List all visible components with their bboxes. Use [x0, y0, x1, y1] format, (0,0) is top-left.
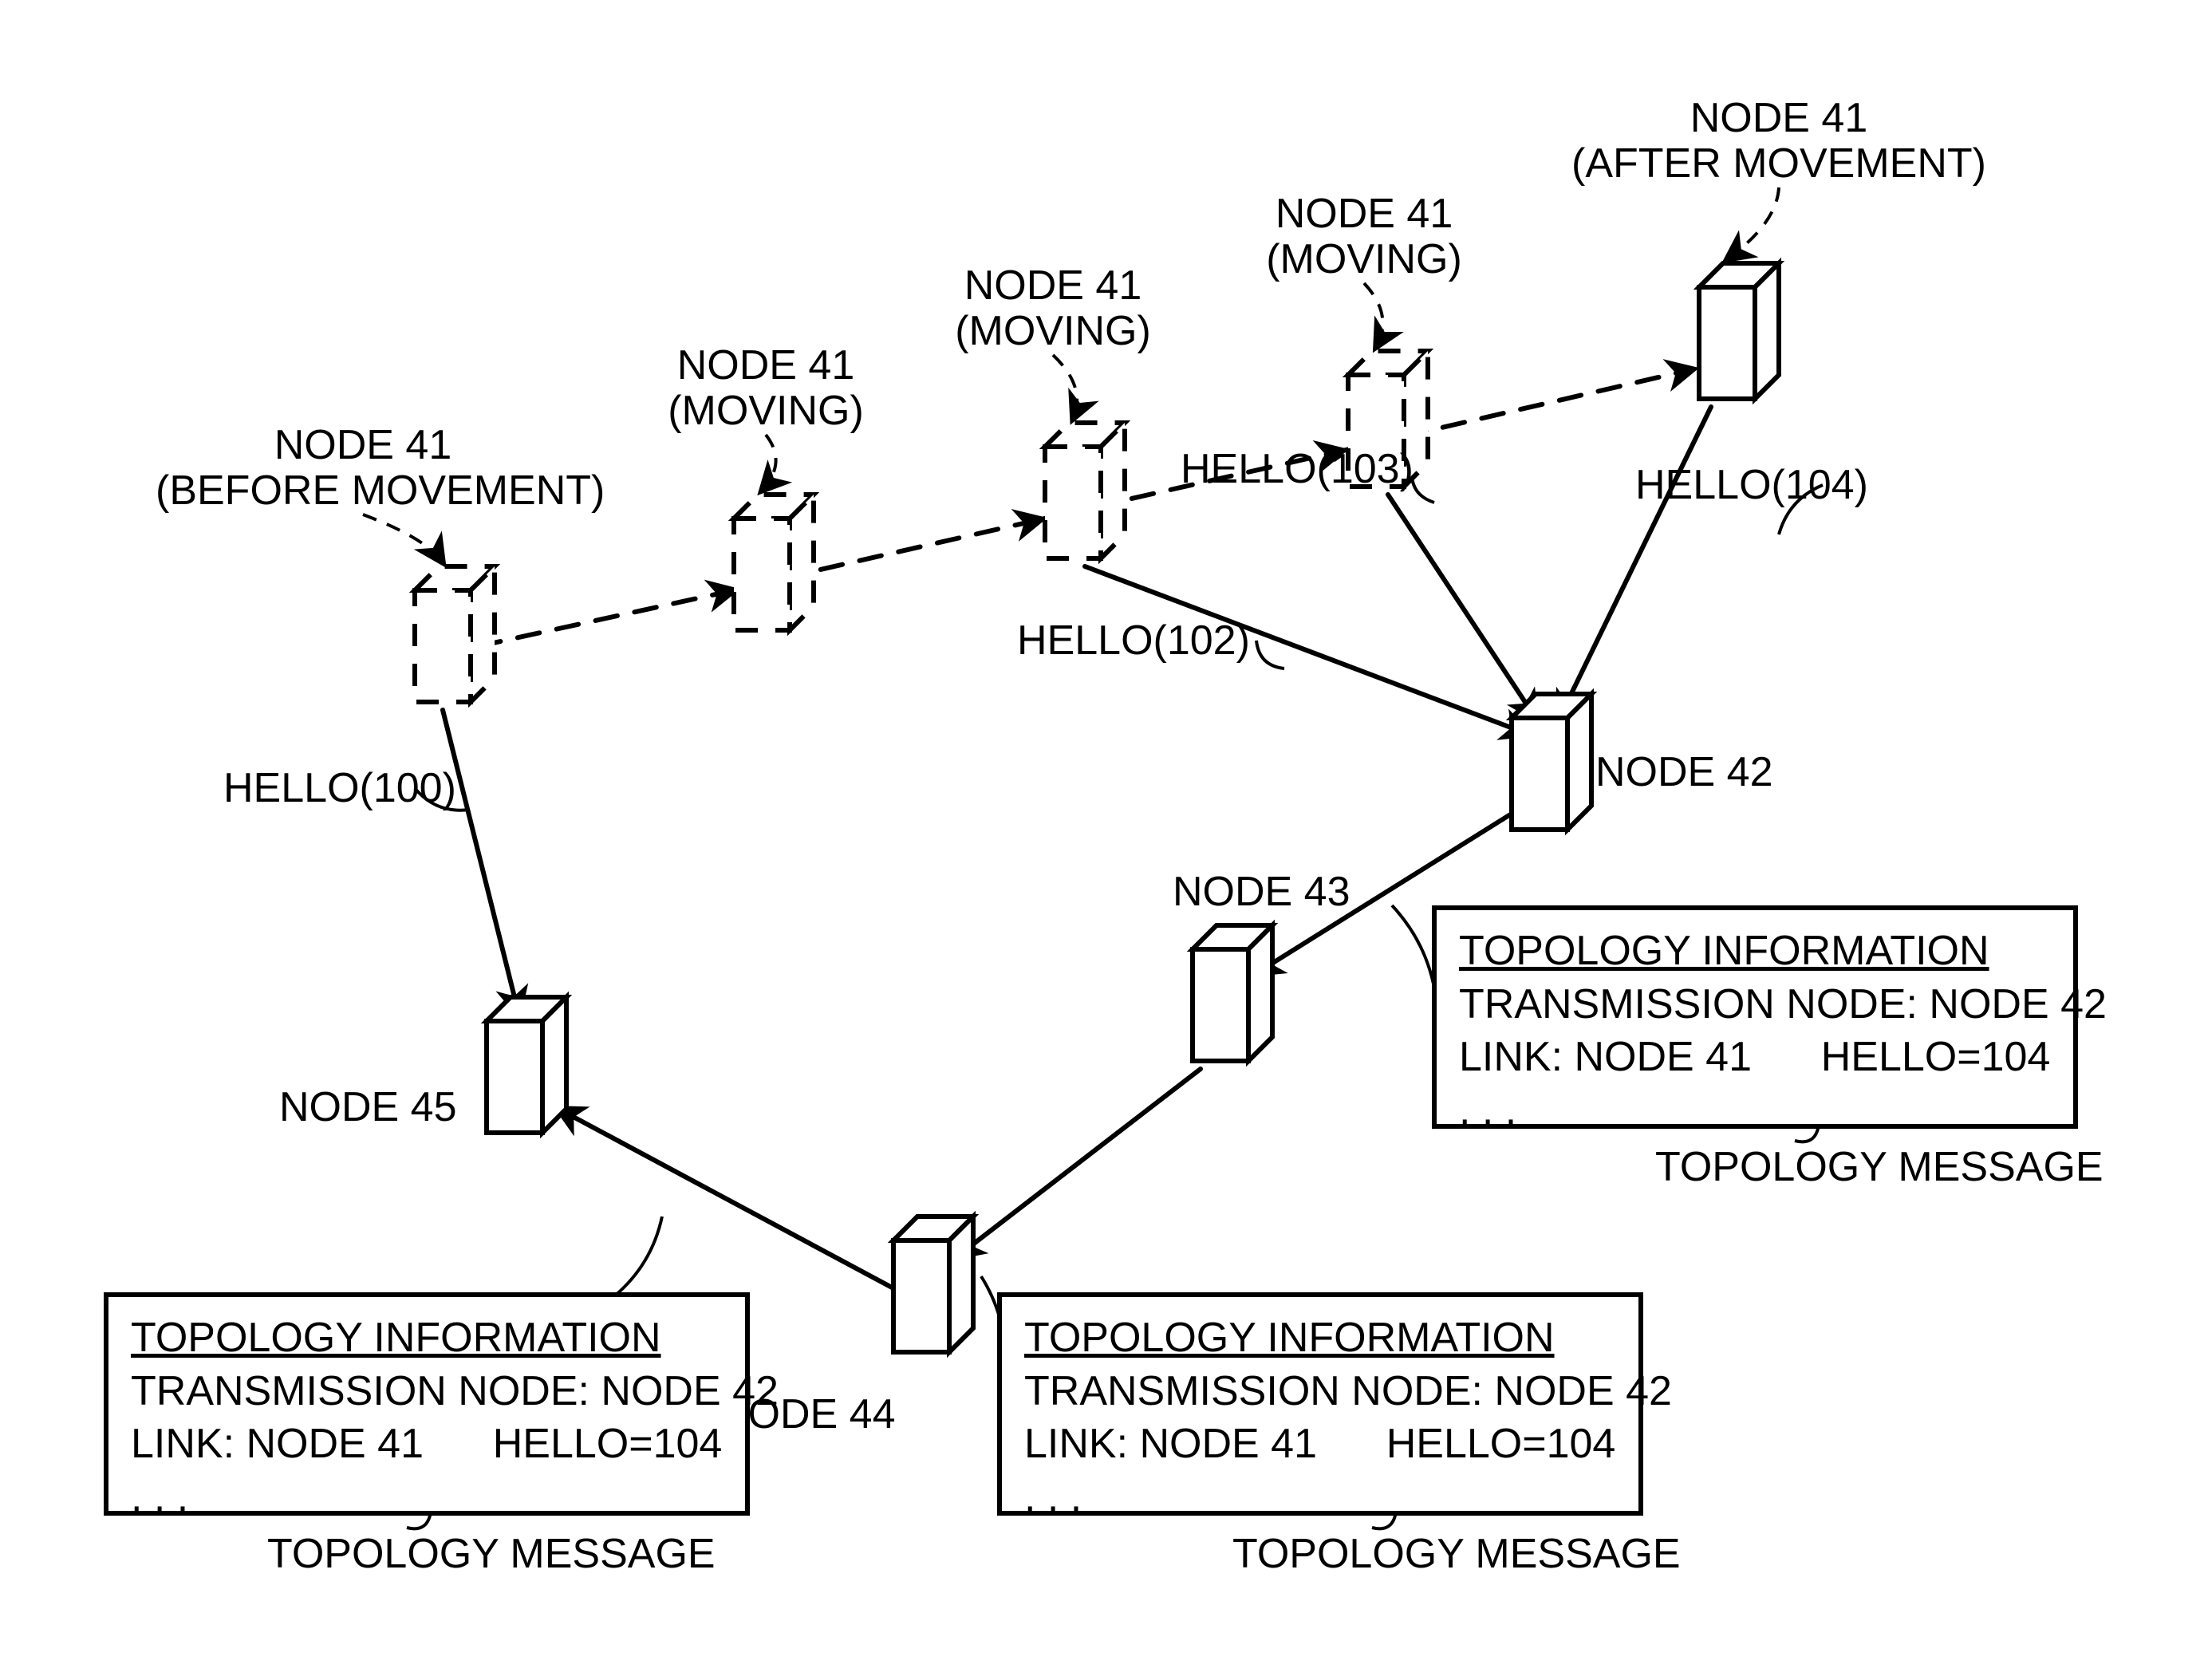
diagram-stage: NODE 41 (BEFORE MOVEMENT)NODE 41 (MOVING… [0, 0, 2212, 1672]
node-label-n41_mov1: NODE 41 (MOVING) [558, 343, 973, 434]
hello-label-2: HELLO(103) [1181, 447, 1414, 492]
info-box-dots: . . . [1459, 1084, 2051, 1138]
topology-info-box: TOPOLOGY INFORMATIONTRANSMISSION NODE: N… [104, 1292, 750, 1516]
info-box-line: LINK: NODE 41 HELLO=104 [1459, 1031, 2051, 1084]
topology-message-caption: TOPOLOGY MESSAGE [267, 1532, 716, 1577]
topology-message-caption: TOPOLOGY MESSAGE [1655, 1145, 2104, 1190]
info-box-line: TRANSMISSION NODE: NODE 42 [1459, 978, 2051, 1031]
info-box-line: TRANSMISSION NODE: NODE 42 [1024, 1365, 1616, 1418]
topology-message-caption: TOPOLOGY MESSAGE [1232, 1532, 1681, 1577]
node-label-n41_after: NODE 41 (AFTER MOVEMENT) [1571, 96, 1986, 187]
info-box-line: TRANSMISSION NODE: NODE 42 [131, 1365, 723, 1418]
info-box-line: LINK: NODE 41 HELLO=104 [1024, 1418, 1616, 1471]
node-label-n45: NODE 45 [279, 1085, 457, 1130]
hello-label-0: HELLO(100) [223, 766, 456, 811]
node-label-n41_mov3: NODE 41 (MOVING) [1157, 191, 1571, 282]
node-label-n42: NODE 42 [1595, 750, 1773, 795]
info-box-header: TOPOLOGY INFORMATION [131, 1311, 723, 1365]
hello-label-3: HELLO(104) [1635, 463, 1868, 508]
info-box-header: TOPOLOGY INFORMATION [1459, 925, 2051, 978]
node-label-n43: NODE 43 [1173, 870, 1350, 915]
info-box-header: TOPOLOGY INFORMATION [1024, 1311, 1616, 1365]
info-box-dots: . . . [131, 1471, 723, 1524]
hello-label-1: HELLO(102) [1017, 618, 1250, 664]
info-box-line: LINK: NODE 41 HELLO=104 [131, 1418, 723, 1471]
node-label-n41_before: NODE 41 (BEFORE MOVEMENT) [156, 423, 570, 514]
topology-info-box: TOPOLOGY INFORMATIONTRANSMISSION NODE: N… [997, 1292, 1643, 1516]
info-box-dots: . . . [1024, 1471, 1616, 1524]
topology-info-box: TOPOLOGY INFORMATIONTRANSMISSION NODE: N… [1432, 905, 2078, 1129]
